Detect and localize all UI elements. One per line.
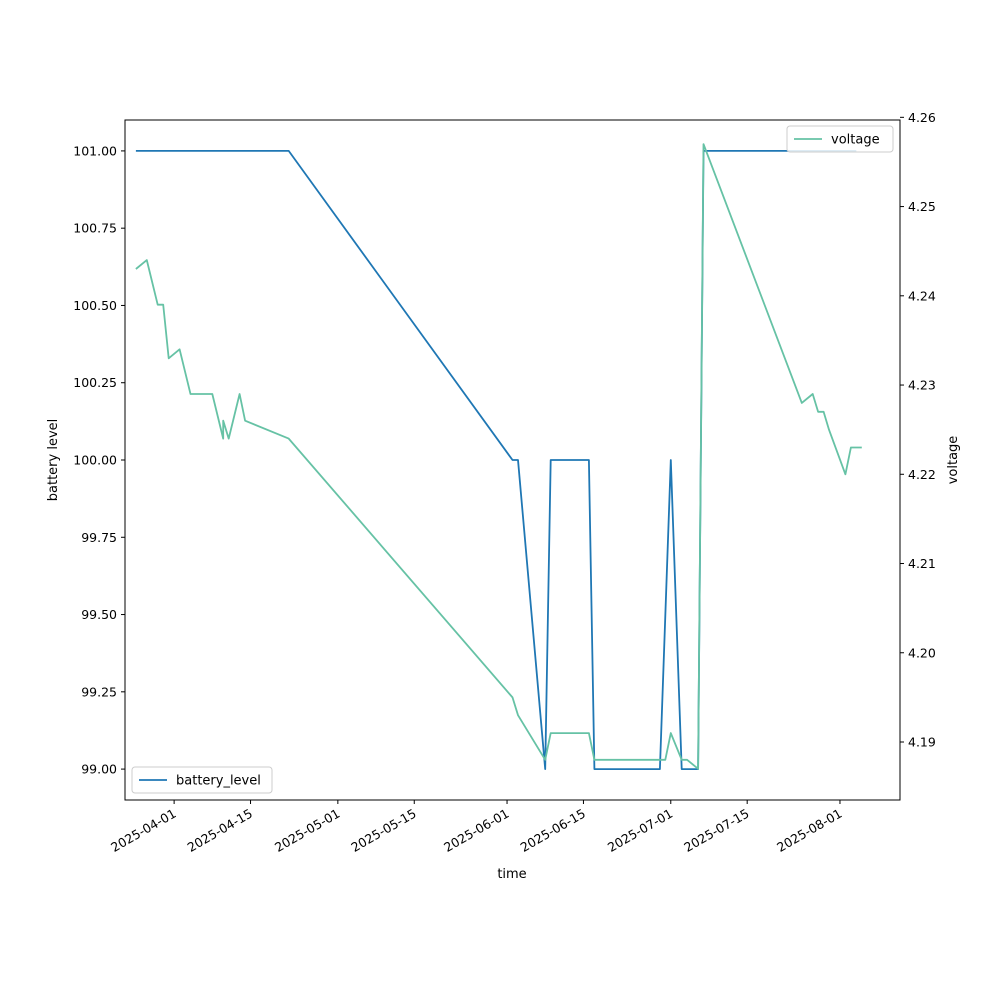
series-line-battery-level [135,149,857,770]
legend-box [131,766,273,794]
legend-label: battery_level [176,774,261,789]
y-right-tick-label: 4.21 [908,556,936,571]
y-left-tick-label: 101.00 [73,143,117,158]
legend-voltage: voltage [786,125,894,153]
y-right-tick-label: 4.23 [908,378,936,393]
y-right-tick-label: 4.19 [908,734,936,749]
y-left-tick-label: 99.50 [81,607,117,622]
legend-box [786,125,894,153]
y-right-tick-label: 4.22 [908,467,936,482]
y-right-tick-label: 4.20 [908,645,936,660]
y-right-tick-label: 4.25 [908,199,936,214]
y-left-tick-label: 100.25 [73,375,117,390]
y-left-tick-label: 100.75 [73,221,117,236]
y-axis-title-right: voltage [946,436,961,485]
y-right-tick-label: 4.24 [908,288,936,303]
y-left-tick-label: 99.75 [81,530,117,545]
y-left-tick-label: 100.50 [73,298,117,313]
legend-battery-level: battery_level [131,766,273,794]
y-right-tick-label: 4.26 [908,110,936,125]
y-left-tick-label: 100.00 [73,453,117,468]
legend-label: voltage [831,133,880,148]
series-line-voltage [135,143,862,770]
y-axis-title-left: battery level [46,419,61,502]
y-left-tick-label: 99.25 [81,684,117,699]
y-left-tick-label: 99.00 [81,762,117,777]
x-axis-title: time [497,867,526,882]
